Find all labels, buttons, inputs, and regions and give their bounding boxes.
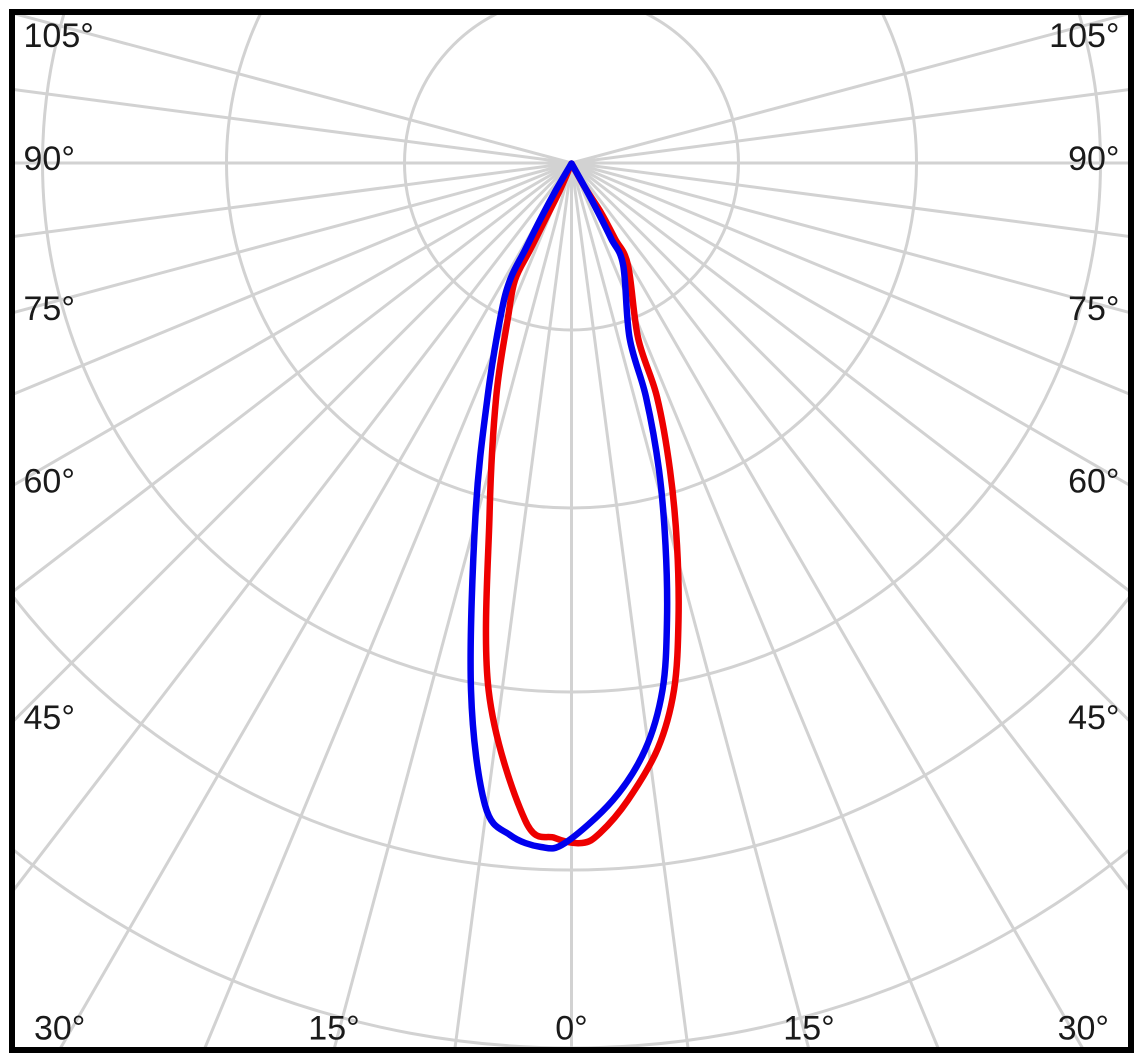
svg-text:90°: 90° <box>1068 140 1119 178</box>
svg-text:45°: 45° <box>24 699 75 737</box>
svg-text:75°: 75° <box>24 290 75 328</box>
svg-text:60°: 60° <box>24 463 75 501</box>
svg-text:15°: 15° <box>783 1010 834 1048</box>
svg-text:15°: 15° <box>308 1010 359 1048</box>
svg-text:0°: 0° <box>555 1010 588 1048</box>
svg-text:90°: 90° <box>24 140 75 178</box>
svg-text:30°: 30° <box>34 1010 85 1048</box>
svg-text:60°: 60° <box>1068 463 1119 501</box>
svg-text:105°: 105° <box>1049 17 1119 55</box>
svg-text:30°: 30° <box>1058 1010 1109 1048</box>
svg-text:45°: 45° <box>1068 699 1119 737</box>
svg-text:75°: 75° <box>1068 290 1119 328</box>
svg-text:105°: 105° <box>24 17 94 55</box>
